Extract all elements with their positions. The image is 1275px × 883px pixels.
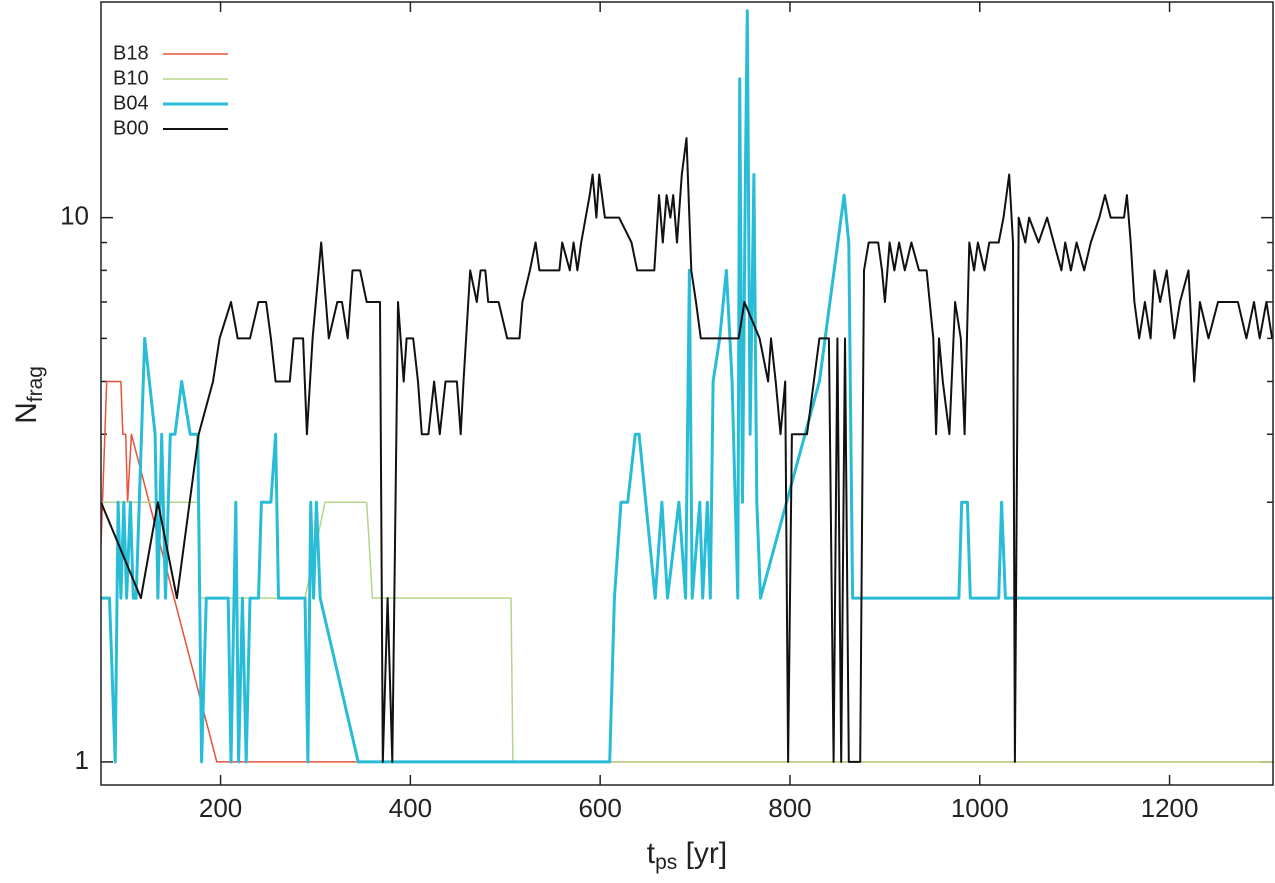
plot-frame (100, 1, 1274, 786)
x-label-sub: ps (655, 851, 677, 874)
y-tick-label: 1 (75, 745, 89, 775)
x-label-rest: [yr] (677, 837, 727, 870)
legend-label: B10 (113, 67, 149, 89)
series-line (100, 137, 1274, 763)
x-tick-label: 600 (578, 793, 621, 823)
series-line (101, 9, 1273, 764)
x-tick-label: 800 (768, 793, 811, 823)
x-tick-label: 1000 (951, 793, 1009, 823)
x-tick-label: 200 (199, 793, 242, 823)
y-label-main: N (10, 402, 43, 424)
x-tick-label: 400 (389, 793, 432, 823)
x-axis-label: tps [yr] (647, 837, 728, 874)
x-tick-label: 1200 (1141, 793, 1199, 823)
series-line (100, 380, 1273, 763)
legend-label: B04 (113, 92, 149, 114)
legend-label: B18 (113, 42, 149, 64)
y-axis-label: Nfrag (10, 366, 47, 424)
x-label-main: t (647, 837, 656, 870)
y-label-sub: frag (24, 366, 47, 402)
legend-label: B00 (113, 117, 149, 139)
y-tick-label: 10 (60, 201, 89, 231)
